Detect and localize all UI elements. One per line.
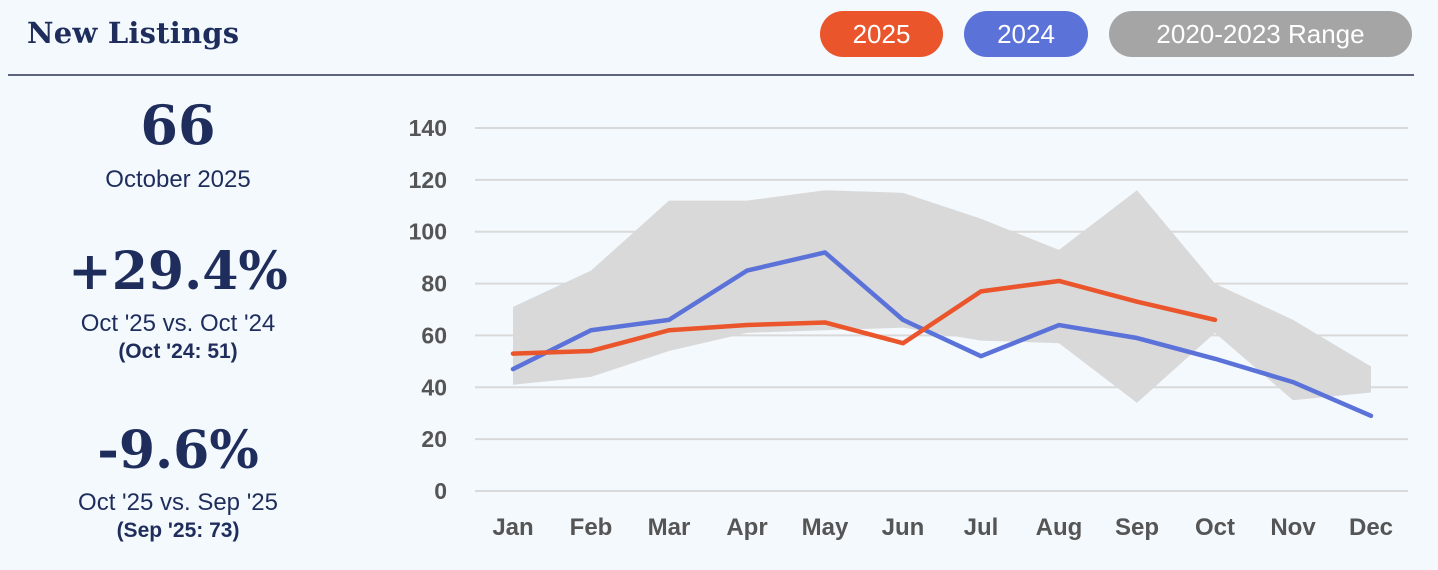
y-tick-label: 80 — [421, 271, 447, 297]
current-value: 66 — [140, 93, 216, 157]
yoy-reference: (Oct '24: 51) — [118, 339, 238, 363]
y-tick-label: 120 — [409, 167, 447, 193]
current-period: October 2025 — [105, 166, 251, 193]
series-line-2024 — [510, 250, 1374, 419]
range-band-2020-2023 — [513, 190, 1371, 403]
legend-2025: 2025 — [820, 11, 943, 57]
x-tick-label: Dec — [1349, 514, 1393, 541]
y-tick-label: 140 — [409, 115, 447, 141]
y-tick-label: 60 — [421, 322, 447, 348]
chart-title: New Listings — [27, 16, 240, 50]
x-tick-label: Oct — [1195, 514, 1235, 541]
current-stat: 66 October 2025 — [48, 98, 308, 194]
x-tick-label: Jan — [492, 514, 533, 541]
y-tick-label: 100 — [409, 219, 447, 245]
y-tick-label: 0 — [434, 478, 447, 504]
header-divider — [8, 74, 1414, 76]
mom-reference: (Sep '25: 73) — [116, 518, 240, 542]
legend-2024: 2024 — [964, 11, 1088, 57]
series-line-2025 — [510, 278, 1218, 356]
y-tick-label: 40 — [421, 374, 447, 400]
x-tick-label: Nov — [1270, 514, 1316, 541]
x-tick-label: Jul — [964, 514, 999, 541]
x-tick-label: Mar — [648, 514, 691, 541]
x-tick-label: Aug — [1036, 514, 1083, 541]
yoy-change: +29.4% — [68, 241, 288, 302]
legend-range: 2020-2023 Range — [1109, 11, 1412, 57]
mom-change: -9.6% — [97, 420, 259, 481]
y-tick-label: 20 — [421, 426, 447, 452]
x-tick-label: May — [802, 514, 849, 541]
x-tick-label: Feb — [570, 514, 613, 541]
yoy-stat: +29.4% Oct '25 vs. Oct '24 (Oct '24: 51) — [48, 246, 308, 365]
x-tick-label: Apr — [726, 514, 767, 541]
yoy-label: Oct '25 vs. Oct '24 — [80, 310, 276, 337]
x-tick-label: Sep — [1115, 514, 1159, 541]
x-tick-label: Jun — [882, 514, 925, 541]
mom-stat: -9.6% Oct '25 vs. Sep '25 (Sep '25: 73) — [48, 425, 308, 544]
mom-label: Oct '25 vs. Sep '25 — [78, 489, 278, 516]
